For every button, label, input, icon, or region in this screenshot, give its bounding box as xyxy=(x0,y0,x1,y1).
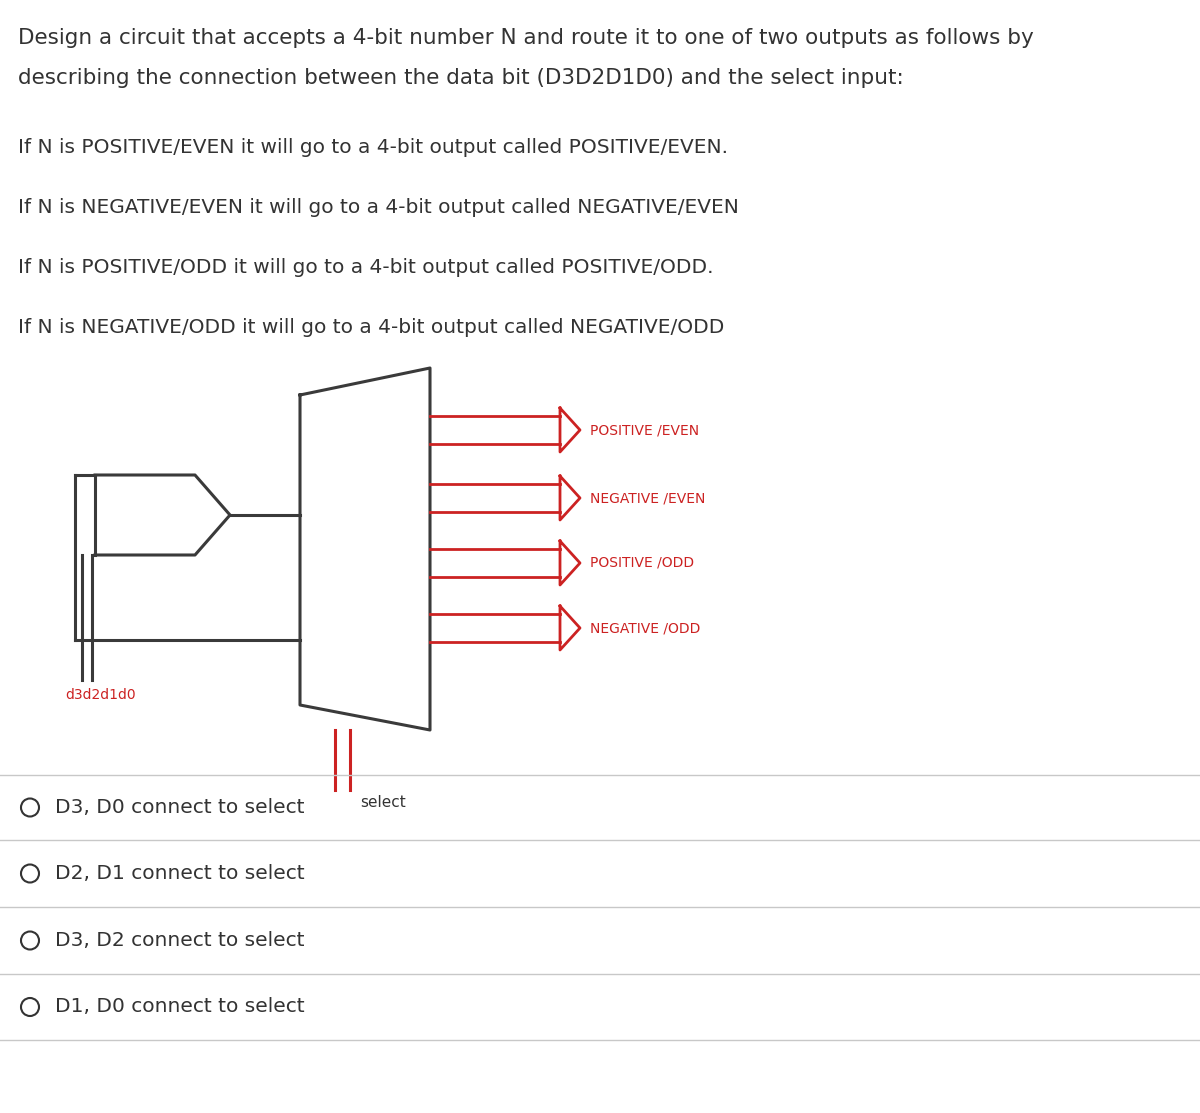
Text: Design a circuit that accepts a 4-bit number N and route it to one of two output: Design a circuit that accepts a 4-bit nu… xyxy=(18,28,1033,48)
Text: If N is POSITIVE/ODD it will go to a 4-bit output called POSITIVE/ODD.: If N is POSITIVE/ODD it will go to a 4-b… xyxy=(18,258,714,277)
Text: describing the connection between the data bit (D3D2D1D0) and the select input:: describing the connection between the da… xyxy=(18,68,904,88)
Text: D3, D2 connect to select: D3, D2 connect to select xyxy=(55,930,305,951)
Text: D1, D0 connect to select: D1, D0 connect to select xyxy=(55,997,305,1016)
Text: If N is POSITIVE/EVEN it will go to a 4-bit output called POSITIVE/EVEN.: If N is POSITIVE/EVEN it will go to a 4-… xyxy=(18,138,728,157)
Text: If N is NEGATIVE/EVEN it will go to a 4-bit output called NEGATIVE/EVEN: If N is NEGATIVE/EVEN it will go to a 4-… xyxy=(18,198,739,217)
Text: NEGATIVE /EVEN: NEGATIVE /EVEN xyxy=(590,491,706,505)
Text: select: select xyxy=(360,795,406,810)
Text: NEGATIVE /ODD: NEGATIVE /ODD xyxy=(590,621,701,636)
Text: D3, D0 connect to select: D3, D0 connect to select xyxy=(55,798,305,817)
Text: If N is NEGATIVE/ODD it will go to a 4-bit output called NEGATIVE/ODD: If N is NEGATIVE/ODD it will go to a 4-b… xyxy=(18,318,725,337)
Text: d3d2d1d0: d3d2d1d0 xyxy=(65,688,136,702)
Text: D2, D1 connect to select: D2, D1 connect to select xyxy=(55,864,305,883)
Text: POSITIVE /EVEN: POSITIVE /EVEN xyxy=(590,423,700,437)
Text: POSITIVE /ODD: POSITIVE /ODD xyxy=(590,556,694,570)
